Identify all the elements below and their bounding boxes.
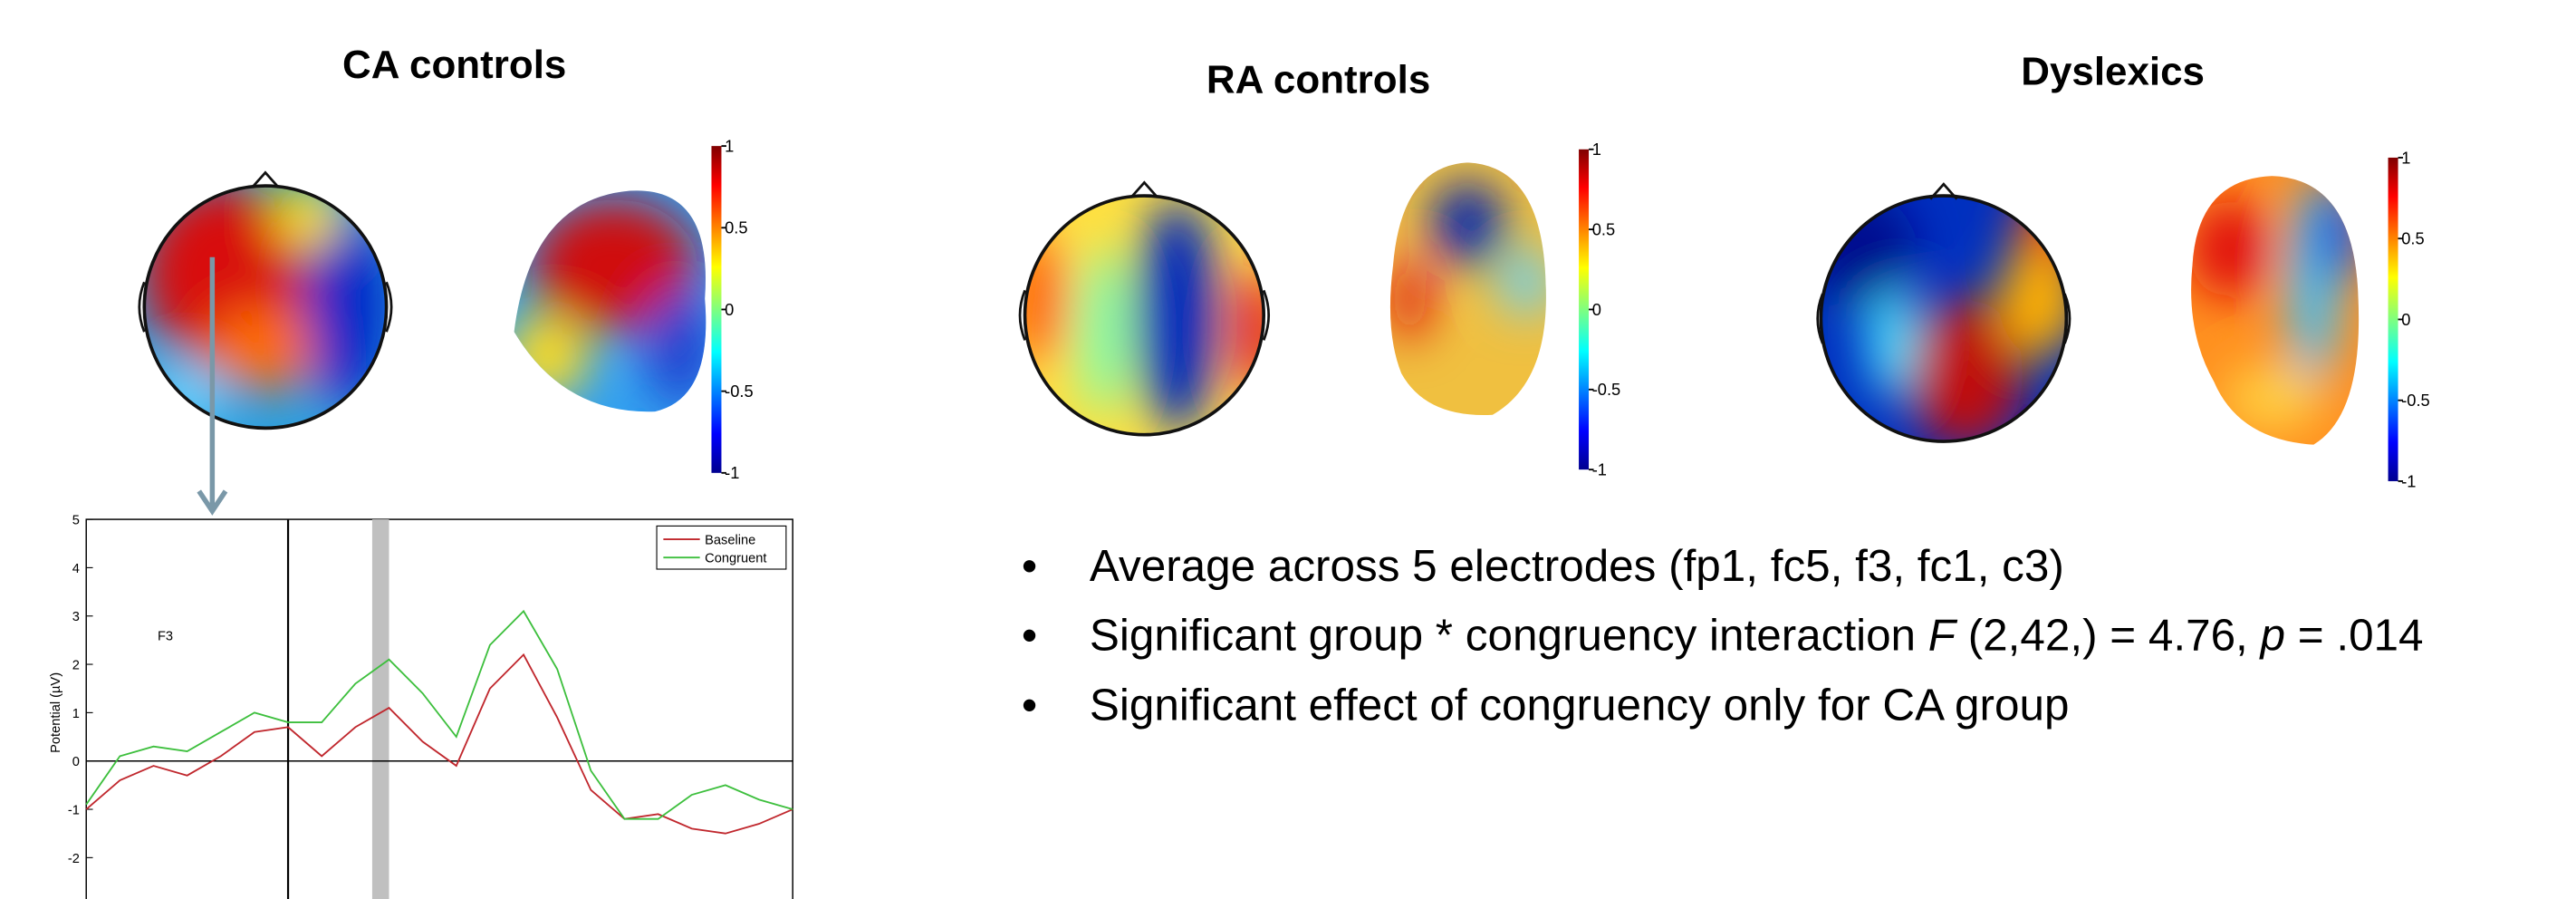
colorbar-tick-label: -1 [2401,471,2416,490]
y-tick-label: 4 [72,562,80,576]
y-tick-label: -1 [68,804,80,818]
bullet-mark: • [1022,541,1037,591]
bullet-text: Average across 5 electrodes (fp1, fc5, f… [1090,541,2064,591]
bullet-part: (2,42,) = 4.76, [1956,611,2261,661]
colorbar [2389,158,2398,481]
colorbar-tick-label: 0 [1592,300,1601,319]
bullet-part: = .014 [2285,611,2424,661]
bullet-part: Average across 5 electrodes (fp1, fc5, f… [1090,541,2064,591]
topomap [1800,182,2099,464]
topomap [132,172,398,440]
head-3d [1377,158,1559,423]
colorbar-tick-label: 0 [2401,310,2410,329]
colorbar-tick-label: -1 [1592,460,1607,479]
bullet-part: Significant effect of congruency only fo… [1090,681,2070,730]
colorbar-tick-label: 1 [1592,140,1601,159]
panel-title: RA controls [1206,58,1430,102]
topomap [1006,182,1283,448]
colorbar-tick-label: 1 [2401,148,2410,167]
y-tick-label: 5 [72,514,80,528]
legend-label: Baseline [705,534,755,548]
colorbar [711,146,721,473]
bullet-part: p [2259,611,2285,661]
panel-title: CA controls [342,43,566,87]
colorbar [1579,150,1589,469]
bullet-mark: • [1022,681,1037,730]
head-3d [2173,166,2372,456]
bullet-text: Significant group * congruency interacti… [1090,611,2424,661]
colorbar-tick-label: -1 [725,463,739,482]
colorbar-tick-label: 0.5 [725,218,747,237]
bullet-part: F [1928,611,1958,661]
legend-label: Congruent [705,552,766,566]
colorbar-tick-label: -0.5 [2401,391,2430,410]
page: {"titles":["CA controls","RA controls","… [0,0,2576,899]
annotation: F3 [158,630,173,644]
y-tick-label: 1 [72,707,80,721]
y-tick-label: 3 [72,610,80,624]
bullet-mark: • [1022,611,1037,661]
plot-area [86,519,793,899]
colorbar-tick-label: 0.5 [1592,220,1615,239]
y-tick-label: -2 [68,852,80,866]
colorbar-tick-label: 0.5 [2401,229,2424,248]
slide: -3-2-1012345Potential (µV)F3BaselineCong… [0,0,2576,899]
bullet-part: Significant group * congruency interacti… [1090,611,1928,661]
panel-title: Dyslexics [2021,49,2205,93]
colorbar-tick-label: 1 [725,137,734,156]
bullet-text: Significant effect of congruency only fo… [1090,681,2070,730]
head-3d [497,166,729,431]
colorbar-tick-label: 0 [725,300,734,319]
y-tick-label: 2 [72,659,80,673]
colorbar-tick-label: -0.5 [725,382,754,401]
colorbar-tick-label: -0.5 [1592,380,1621,399]
y-axis-label: Potential (µV) [49,672,63,753]
y-tick-label: 0 [72,755,80,769]
